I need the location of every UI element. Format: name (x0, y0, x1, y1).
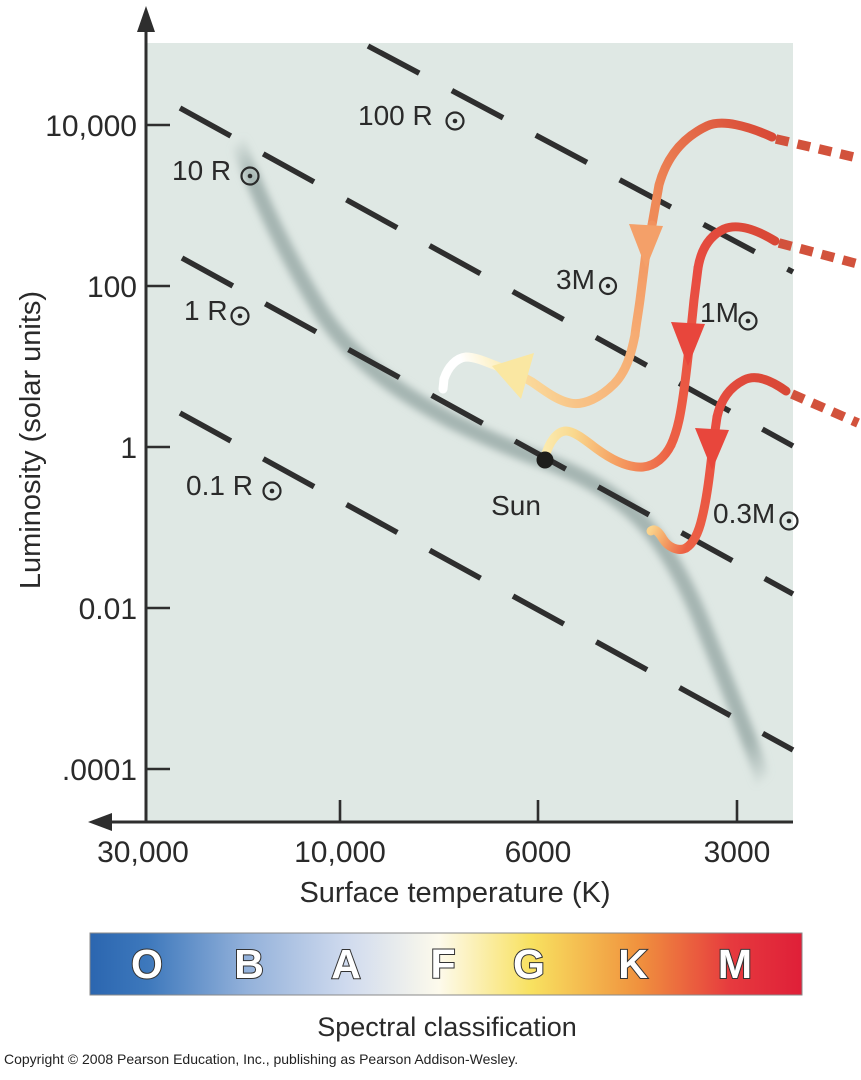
sun-label: Sun (491, 490, 541, 521)
track-1msun-descent (666, 263, 703, 450)
sun-symbol (598, 276, 618, 296)
sun-symbol (738, 311, 758, 331)
sun-dot (536, 451, 554, 469)
mass-labels: 3M 1M 0.3M (556, 264, 799, 531)
x-axis-title: Surface temperature (K) (299, 877, 610, 909)
spectral-class-k: K (618, 941, 648, 987)
y-tick-labels: 10,000 100 1 0.01 .0001 (45, 110, 137, 787)
label-1r: 1 R (184, 295, 228, 326)
radius-line-0p1r (178, 410, 795, 753)
sun-symbol (779, 511, 799, 531)
label-3msun: 3M (556, 264, 595, 295)
track-3msun-white-hook (438, 352, 510, 394)
label-1msun: 1M (700, 297, 739, 328)
track-3msun-dotted-tail (774, 134, 860, 163)
track-03msun-dotted-tail (790, 389, 860, 428)
spectral-class-f: F (430, 941, 455, 987)
sun-symbol (445, 111, 465, 131)
x-tick-6000: 6000 (505, 836, 572, 869)
spectral-class-a: A (331, 941, 361, 987)
track-1msun-bend (540, 426, 676, 472)
track-3msun-top (647, 118, 777, 230)
y-tick-1: 1 (120, 432, 137, 465)
y-tick-0p01: 0.01 (79, 593, 137, 626)
track-03msun-arrowhead-down (695, 428, 729, 470)
x-tick-3000: 3000 (704, 836, 771, 869)
x-axis-arrow (88, 813, 112, 831)
spectral-class-o: O (131, 941, 163, 987)
track-03msun-top (712, 373, 791, 422)
track-03msun (646, 373, 860, 554)
track-3msun-arrowhead-end (492, 353, 534, 399)
track-03msun-hook (646, 525, 691, 554)
track-1msun-dotted-tail (777, 238, 860, 269)
y-tick-0p0001: .0001 (62, 754, 137, 787)
y-axis-title: Luminosity (solar units) (15, 291, 47, 589)
track-1msun (540, 222, 860, 472)
y-tick-10000: 10,000 (45, 110, 137, 143)
radius-line-10r (178, 105, 795, 449)
track-1msun-arrowhead-down (671, 322, 705, 366)
x-tick-30000: 30,000 (97, 836, 189, 869)
x-tick-labels: 30,000 10,000 6000 3000 (97, 836, 770, 869)
y-axis-arrow (137, 6, 155, 32)
track-1msun-top (693, 222, 780, 273)
y-tick-100: 100 (87, 271, 137, 304)
label-0p1r: 0.1 R (186, 470, 253, 501)
radius-labels: 100 R 10 R 1 R 0.1 R (172, 100, 465, 501)
label-03msun: 0.3M (713, 498, 775, 529)
track-3msun-arrowhead-down (629, 224, 663, 268)
label-10r: 10 R (172, 155, 231, 186)
spectral-class-g: G (513, 941, 545, 987)
track-3msun (438, 118, 860, 409)
copyright-text: Copyright © 2008 Pearson Education, Inc.… (4, 1051, 518, 1067)
sun-symbol (262, 481, 282, 501)
spectral-letters: O B A F G K M (130, 940, 753, 988)
label-100r: 100 R (358, 100, 433, 131)
spectral-class-m: M (718, 941, 752, 987)
spectral-caption: Spectral classification (317, 1012, 577, 1042)
spectral-class-b: B (234, 941, 264, 987)
x-tick-10000: 10,000 (294, 836, 386, 869)
sun-symbol (230, 306, 250, 326)
spectral-bar (89, 932, 803, 996)
axis-ticks (146, 123, 739, 822)
sun-symbol (240, 166, 260, 186)
axes (108, 30, 793, 824)
